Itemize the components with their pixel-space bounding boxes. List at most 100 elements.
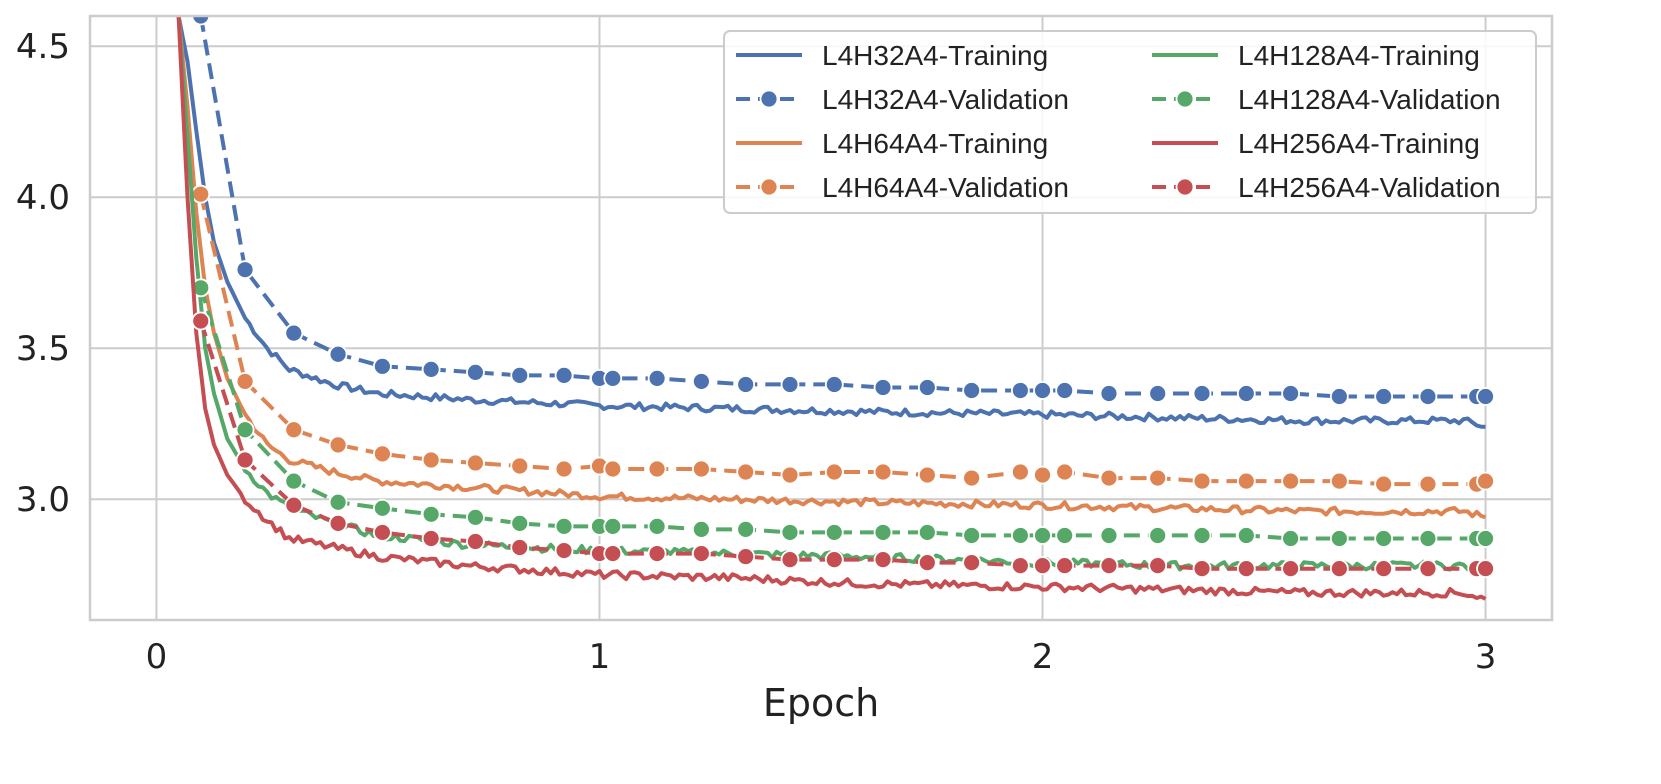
data-point	[466, 453, 485, 473]
series-lines	[176, 16, 1495, 601]
legend-label: L4H64A4-Training	[822, 128, 1048, 159]
data-point	[1033, 556, 1052, 576]
data-point	[1192, 384, 1212, 403]
data-point	[284, 471, 304, 491]
data-point	[466, 532, 485, 551]
data-point	[510, 365, 530, 385]
data-point	[372, 356, 392, 376]
data-point	[780, 523, 800, 542]
legend-item-l4h256a4-training: L4H256A4-Training	[1152, 128, 1480, 159]
data-point	[1055, 462, 1075, 482]
data-point	[1148, 384, 1168, 403]
legend-label: L4H256A4-Training	[1238, 128, 1480, 159]
data-point	[1192, 526, 1212, 545]
data-point	[603, 516, 623, 536]
data-point	[1010, 556, 1030, 576]
data-point	[1099, 384, 1119, 403]
data-point	[691, 544, 711, 563]
data-point	[1148, 526, 1168, 545]
data-point	[1033, 465, 1052, 485]
data-point	[736, 375, 756, 394]
series-l4h32a4-validation	[191, 16, 1495, 406]
data-point	[603, 544, 623, 563]
data-point	[824, 375, 844, 394]
data-point	[824, 523, 844, 542]
data-point	[1192, 559, 1212, 579]
data-point	[1010, 462, 1030, 482]
data-point	[917, 553, 937, 573]
data-point	[1055, 556, 1075, 576]
legend-marker	[759, 177, 779, 197]
data-point	[647, 459, 667, 479]
data-point	[1055, 526, 1075, 545]
data-point	[962, 381, 982, 400]
data-point	[962, 526, 982, 545]
data-point	[284, 495, 304, 515]
data-point	[1192, 471, 1212, 491]
y-tick-label: 3.0	[16, 480, 70, 520]
data-point	[554, 516, 574, 536]
data-point	[691, 372, 711, 391]
data-point	[691, 459, 711, 479]
legend-marker	[1175, 177, 1195, 197]
data-point	[466, 507, 485, 527]
data-point	[1374, 474, 1394, 494]
data-point	[1418, 474, 1438, 494]
data-point	[1099, 526, 1119, 545]
data-point	[873, 550, 893, 569]
series-l4h32a4-training	[176, 16, 1486, 429]
legend-item-l4h32a4-training: L4H32A4-Training	[736, 40, 1048, 71]
data-point	[1329, 559, 1349, 579]
data-point	[1374, 529, 1394, 548]
series-l4h64a4-training	[176, 16, 1487, 520]
data-point	[510, 538, 530, 557]
series-line	[176, 16, 1486, 429]
data-point	[191, 16, 211, 26]
data-point	[1055, 381, 1075, 400]
x-tick-label: 2	[1032, 637, 1054, 677]
legend-label: L4H32A4-Validation	[822, 84, 1069, 115]
data-point	[1329, 471, 1349, 491]
data-point	[1476, 559, 1495, 579]
data-point	[1281, 471, 1301, 491]
data-point	[372, 523, 392, 542]
data-point	[1010, 381, 1030, 400]
data-point	[554, 459, 574, 479]
data-point	[1281, 384, 1301, 403]
data-point	[554, 541, 574, 560]
y-tick-label: 4.0	[16, 178, 70, 218]
data-point	[421, 504, 441, 524]
data-point	[873, 523, 893, 542]
series-l4h128a4-validation	[191, 278, 1495, 548]
data-point	[1329, 529, 1349, 548]
data-point	[510, 513, 530, 533]
data-point	[1033, 381, 1052, 400]
legend-label: L4H64A4-Validation	[822, 172, 1069, 203]
data-point	[824, 462, 844, 482]
data-point	[1281, 529, 1301, 548]
legend-item-l4h32a4-validation: L4H32A4-Validation	[736, 84, 1069, 115]
data-point	[372, 444, 392, 464]
data-point	[780, 550, 800, 569]
data-point	[1148, 468, 1168, 488]
series-line	[198, 193, 1487, 487]
data-point	[235, 372, 255, 391]
data-point	[917, 465, 937, 485]
y-tick-label: 4.5	[16, 27, 70, 67]
data-point	[917, 378, 937, 397]
data-point	[691, 520, 711, 539]
data-point	[1236, 559, 1256, 579]
data-point	[421, 359, 441, 379]
legend-label: L4H32A4-Training	[822, 40, 1048, 71]
data-point	[962, 553, 982, 573]
data-point	[372, 498, 392, 518]
data-point	[1329, 387, 1349, 406]
data-point	[824, 550, 844, 569]
data-point	[1033, 526, 1052, 545]
data-point	[1099, 468, 1119, 488]
data-point	[1236, 471, 1256, 491]
data-point	[1236, 384, 1256, 403]
series-line	[176, 16, 1487, 601]
data-point	[647, 368, 667, 388]
